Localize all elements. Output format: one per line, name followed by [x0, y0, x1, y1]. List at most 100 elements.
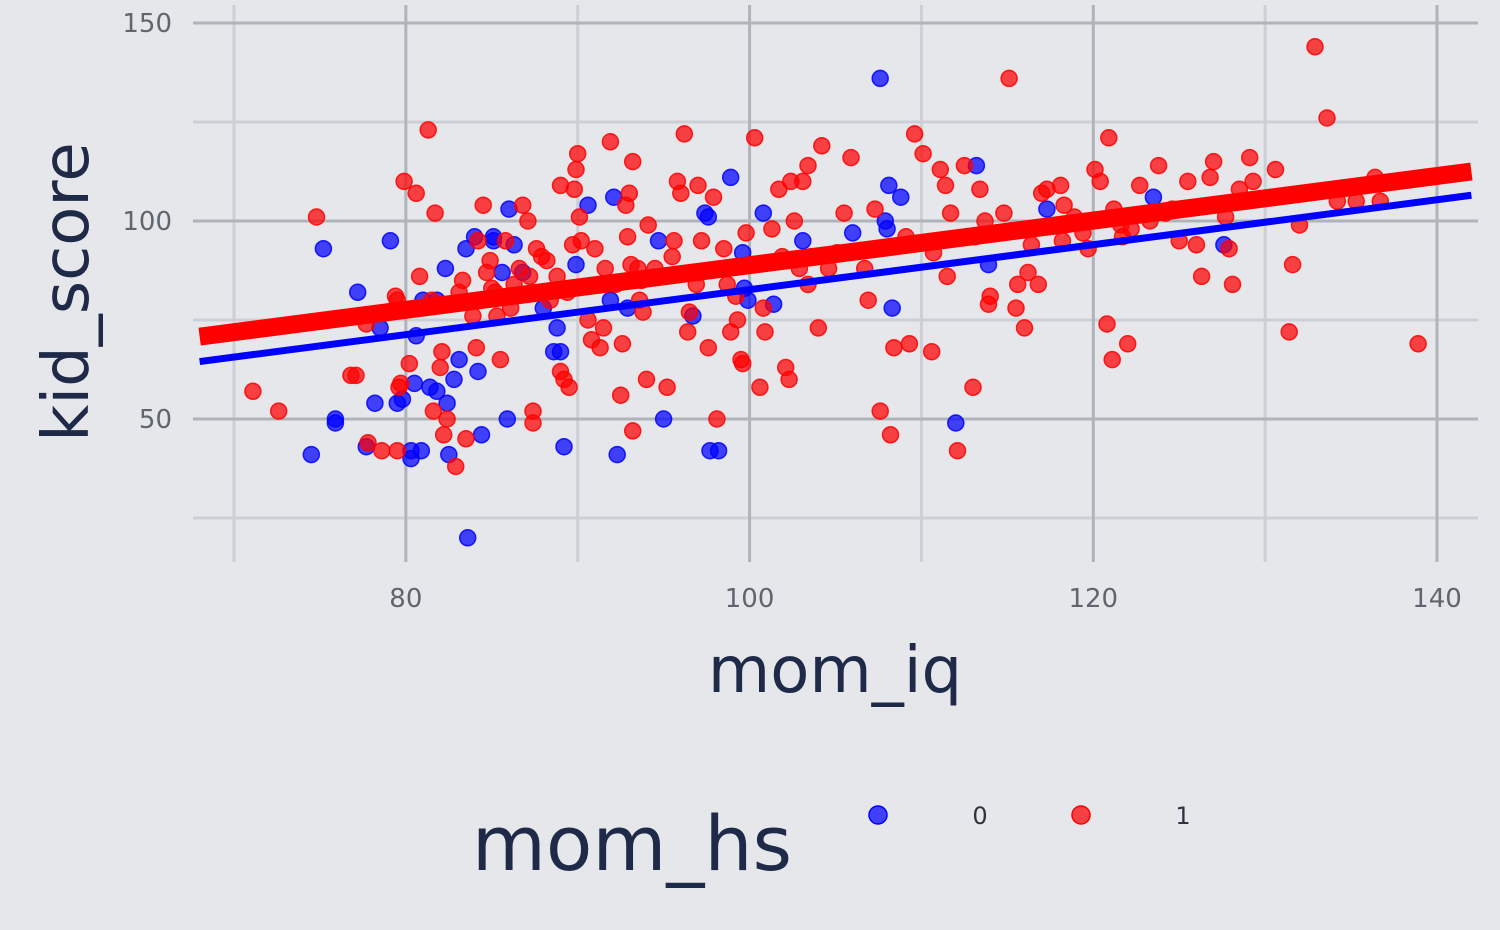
data-point-mom-hs-1 [780, 370, 798, 389]
data-point-mom-hs-1 [1029, 275, 1048, 294]
data-point-mom-hs-1 [914, 144, 932, 163]
data-point-mom-hs-0 [947, 414, 965, 432]
data-point-mom-hs-1 [1204, 152, 1223, 171]
data-point-mom-hs-1 [1008, 275, 1027, 294]
data-point-mom-hs-1 [620, 184, 639, 203]
data-point-mom-hs-0 [608, 445, 626, 464]
data-point-mom-hs-0 [381, 232, 400, 250]
data-point-mom-hs-1 [1103, 350, 1121, 369]
grid-lines [193, 5, 1478, 562]
data-point-mom-hs-1 [763, 220, 781, 238]
data-point-mom-hs-1 [1266, 160, 1285, 179]
data-point-mom-hs-1 [400, 354, 419, 373]
data-point-mom-hs-1 [663, 247, 681, 266]
data-point-mom-hs-1 [419, 121, 437, 139]
legend-key-0 [868, 805, 888, 825]
data-point-mom-hs-1 [570, 208, 589, 226]
data-point-mom-hs-0 [493, 263, 511, 282]
data-point-mom-hs-1 [931, 160, 950, 179]
data-point-mom-hs-1 [467, 338, 486, 357]
data-point-mom-hs-0 [450, 350, 468, 369]
data-point-mom-hs-1 [859, 291, 877, 309]
data-point-mom-hs-1 [477, 263, 496, 282]
data-point-mom-hs-1 [809, 319, 828, 337]
data-point-mom-hs-1 [513, 196, 532, 214]
data-point-mom-hs-1 [446, 457, 465, 476]
data-point-mom-hs-1 [623, 422, 642, 440]
data-point-mom-hs-1 [881, 426, 900, 444]
legend-key-1 [1071, 805, 1091, 825]
data-point-mom-hs-0 [458, 529, 477, 547]
data-point-mom-hs-1 [1098, 315, 1116, 333]
data-point-mom-hs-1 [434, 426, 453, 444]
data-point-mom-hs-1 [715, 239, 733, 258]
data-point-mom-hs-0 [428, 382, 446, 401]
data-point-mom-hs-1 [1220, 239, 1238, 258]
data-point-mom-hs-1 [905, 125, 924, 143]
data-point-mom-hs-1 [689, 176, 707, 195]
data-point-mom-hs-1 [407, 184, 425, 203]
data-point-mom-hs-0 [754, 204, 773, 222]
data-point-mom-hs-1 [457, 430, 475, 448]
y-axis-title: kid_score [30, 142, 104, 441]
data-point-mom-hs-1 [307, 208, 326, 226]
data-point-mom-hs-1 [704, 188, 723, 206]
data-point-mom-hs-0 [548, 319, 566, 337]
data-point-mom-hs-1 [433, 342, 451, 361]
data-point-mom-hs-1 [594, 319, 613, 337]
data-point-mom-hs-1 [410, 267, 429, 286]
data-point-mom-hs-0 [555, 437, 573, 456]
data-point-mom-hs-1 [568, 144, 587, 163]
data-point-mom-hs-1 [1019, 263, 1037, 282]
data-point-mom-hs-0 [843, 224, 862, 242]
data-point-mom-hs-0 [654, 410, 673, 428]
data-point-mom-hs-1 [708, 410, 726, 428]
data-point-mom-hs-1 [269, 402, 288, 420]
data-point-mom-hs-1 [692, 232, 711, 250]
data-point-mom-hs-1 [699, 338, 718, 357]
data-point-mom-hs-1 [618, 228, 637, 246]
data-point-mom-hs-1 [842, 148, 860, 167]
data-point-mom-hs-1 [538, 251, 556, 270]
data-point-mom-hs-0 [366, 394, 384, 412]
data-point-mom-hs-1 [565, 180, 584, 199]
data-point-mom-hs-1 [637, 370, 656, 389]
data-point-mom-hs-0 [302, 445, 321, 464]
data-point-mom-hs-0 [721, 168, 740, 187]
data-point-mom-hs-1 [496, 232, 515, 250]
data-point-mom-hs-1 [1223, 275, 1242, 294]
fit-lines [198, 162, 1473, 366]
data-point-mom-hs-1 [900, 335, 919, 353]
data-point-mom-hs-1 [491, 350, 510, 369]
data-point-mom-hs-1 [678, 323, 697, 341]
data-point-mom-hs-1 [665, 232, 683, 250]
data-point-mom-hs-0 [457, 239, 475, 258]
data-point-mom-hs-1 [1179, 172, 1197, 191]
data-point-mom-hs-1 [1032, 184, 1051, 203]
data-point-mom-hs-1 [1118, 335, 1137, 353]
data-point-mom-hs-0 [883, 299, 901, 317]
data-point-mom-hs-0 [579, 196, 597, 214]
data-point-mom-hs-1 [680, 303, 699, 321]
data-point-mom-hs-1 [1244, 172, 1262, 191]
data-point-mom-hs-1 [1318, 109, 1336, 127]
data-point-mom-hs-1 [733, 354, 752, 373]
data-point-mom-hs-0 [1038, 200, 1056, 218]
data-point-mom-hs-1 [1280, 323, 1298, 341]
data-point-mom-hs-1 [1240, 148, 1259, 167]
data-point-mom-hs-1 [391, 374, 410, 393]
x-axis-title: mom_iq [708, 634, 962, 708]
data-point-mom-hs-1 [520, 267, 539, 286]
data-point-mom-hs-1 [424, 402, 443, 420]
data-point-mom-hs-1 [586, 239, 604, 258]
data-point-mom-hs-1 [1306, 38, 1324, 56]
data-point-mom-hs-1 [955, 156, 974, 175]
data-point-mom-hs-1 [1187, 236, 1206, 254]
data-point-mom-hs-0 [348, 283, 367, 302]
data-point-mom-hs-0 [1144, 188, 1163, 206]
data-point-mom-hs-1 [756, 323, 774, 341]
data-point-mom-hs-1 [1409, 335, 1427, 353]
y-tick-labels: 50 100 150 [122, 9, 172, 435]
fit-line-mom-hs-1 [198, 162, 1473, 346]
data-point-mom-hs-0 [326, 414, 345, 432]
